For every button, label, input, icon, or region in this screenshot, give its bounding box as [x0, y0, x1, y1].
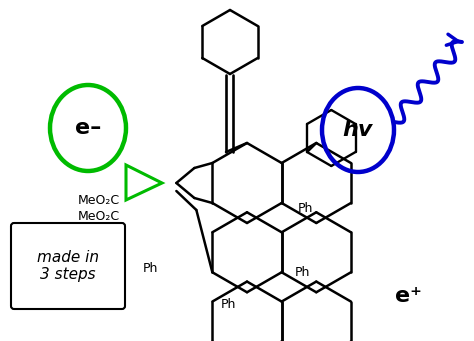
Text: MeO₂C: MeO₂C	[78, 209, 120, 222]
FancyBboxPatch shape	[11, 223, 125, 309]
Text: made in
3 steps: made in 3 steps	[37, 250, 99, 282]
Text: e–: e–	[75, 118, 101, 138]
Text: Ph: Ph	[294, 266, 310, 279]
Text: Ph: Ph	[220, 298, 236, 311]
Text: hv: hv	[343, 120, 373, 140]
Text: Ph: Ph	[142, 262, 158, 275]
Text: MeO₂C: MeO₂C	[78, 193, 120, 207]
Text: Ph: Ph	[297, 202, 313, 214]
Text: e⁺: e⁺	[394, 286, 421, 306]
